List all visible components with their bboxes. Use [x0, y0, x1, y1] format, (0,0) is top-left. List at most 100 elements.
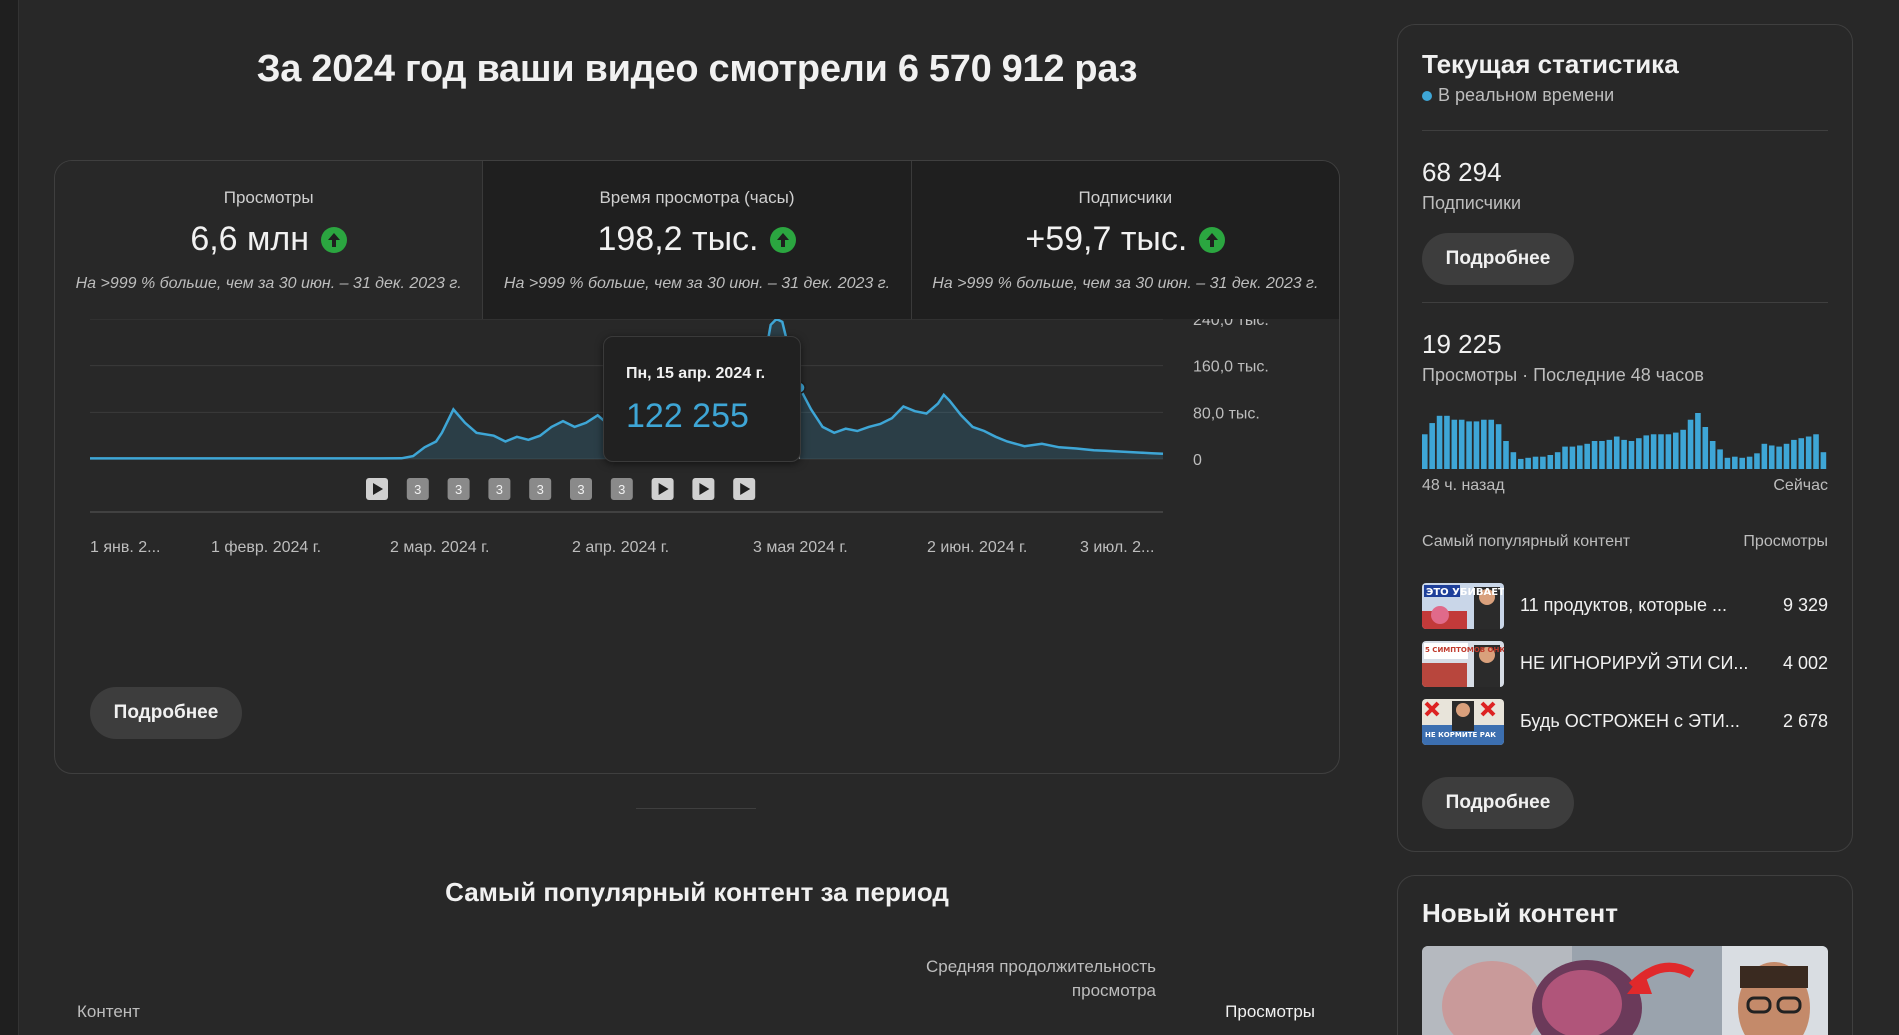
realtime-bar: [1761, 443, 1768, 469]
x-tick-label: 3 июл. 2...: [1080, 539, 1154, 556]
video-marker-count[interactable]: 3: [570, 478, 592, 500]
views-48h-count: 19 225: [1422, 329, 1502, 359]
video-marker-count[interactable]: 3: [406, 478, 429, 500]
section-divider: [636, 808, 756, 809]
video-marker-play-icon[interactable]: [692, 478, 715, 500]
video-marker-count[interactable]: 3: [529, 478, 552, 500]
subscribers-count: 68 294: [1422, 157, 1502, 187]
realtime-bar: [1724, 457, 1731, 469]
realtime-bar: [1606, 439, 1613, 469]
video-marker-play-icon[interactable]: [733, 478, 756, 500]
metric-comparison-note: На >999 % больше, чем за 30 июн. – 31 де…: [932, 275, 1319, 292]
area-fill: [90, 319, 1163, 459]
realtime-bar: [1709, 441, 1716, 469]
svg-text:3: 3: [496, 482, 503, 497]
top-content-row[interactable]: 5 СИМПТОМОВ ОНКОЛОГИИ НЕ ИГНОРИРУЙ ЭТИ С…: [1422, 641, 1828, 689]
realtime-bar: [1554, 452, 1561, 469]
video-marker-count[interactable]: 3: [610, 478, 633, 500]
new-video-thumbnail[interactable]: [1422, 946, 1828, 1035]
realtime-bar: [1650, 434, 1657, 469]
realtime-bar: [1481, 419, 1487, 469]
thumb-text: НЕ КОРМИТЕ РАК: [1425, 731, 1496, 739]
realtime-bar: [1732, 456, 1738, 469]
new-content-title: Новый контент: [1422, 898, 1618, 928]
column-header-avg-duration[interactable]: Средняя продолжительность просмотра: [925, 957, 1156, 1000]
video-marker-count[interactable]: 3: [488, 478, 511, 500]
realtime-bar: [1569, 446, 1576, 469]
realtime-bar: [1776, 446, 1782, 469]
tab-views[interactable]: Просмотры 6,6 млн На >999 % больше, чем …: [55, 161, 484, 319]
realtime-bar: [1562, 446, 1568, 469]
realtime-bar: [1813, 434, 1819, 469]
video-views: 9 329: [1782, 595, 1828, 615]
divider: [1422, 302, 1828, 303]
realtime-bar: [1717, 449, 1723, 469]
top-content-row[interactable]: НЕ КОРМИТЕ РАК Будь ОСТРОЖЕН с ЭТИ... 2 …: [1422, 699, 1828, 747]
realtime-bar: [1754, 453, 1760, 469]
realtime-bar: [1768, 445, 1775, 469]
realtime-bar: [1665, 434, 1672, 469]
realtime-bar: [1687, 419, 1694, 469]
realtime-bar: [1532, 456, 1539, 469]
video-marker-play-icon[interactable]: [651, 478, 674, 500]
x-tick-label: 1 янв. 2...: [90, 539, 160, 556]
realtime-bar: [1783, 443, 1790, 469]
realtime-bar-chart[interactable]: [1422, 413, 1828, 469]
column-header-content[interactable]: Контент: [77, 1002, 140, 1021]
video-thumbnail[interactable]: ЭТО УБИВАЕТ РАК: [1422, 583, 1504, 629]
subscribers-label: Подписчики: [1422, 193, 1522, 213]
metric-label: Подписчики: [1078, 188, 1173, 207]
tooltip-value: 122 255: [626, 397, 749, 435]
video-thumbnail[interactable]: НЕ КОРМИТЕ РАК: [1422, 699, 1504, 745]
realtime-bar: [1739, 457, 1745, 469]
realtime-bar: [1746, 456, 1753, 469]
realtime-bar: [1805, 436, 1812, 469]
overview-more-button[interactable]: Подробнее: [90, 687, 242, 739]
arrow-up-icon: [1199, 226, 1226, 253]
svg-text:3: 3: [414, 482, 421, 497]
chart-tooltip: Пн, 15 апр. 2024 г. 122 255: [603, 336, 801, 462]
arrow-up-icon: [770, 226, 797, 253]
realtime-subscribers-more-button[interactable]: Подробнее: [1422, 233, 1574, 285]
y-tick-label: 0: [1193, 452, 1202, 469]
realtime-title: Текущая статистика: [1422, 49, 1679, 79]
top-content-row[interactable]: ЭТО УБИВАЕТ РАК 11 продуктов, которые ..…: [1422, 583, 1828, 631]
thumb-text: ЭТО УБИВАЕТ РАК: [1426, 587, 1504, 598]
video-thumbnail[interactable]: 5 СИМПТОМОВ ОНКОЛОГИИ: [1422, 641, 1504, 687]
video-title[interactable]: 11 продуктов, которые ...: [1520, 595, 1727, 615]
tab-subscribers[interactable]: Подписчики +59,7 тыс. На >999 % больше, …: [911, 161, 1339, 319]
realtime-bar: [1488, 419, 1495, 469]
realtime-top-content-more-button[interactable]: Подробнее: [1422, 777, 1574, 829]
x-tick-label: 2 июн. 2024 г.: [927, 539, 1027, 556]
video-title[interactable]: НЕ ИГНОРИРУЙ ЭТИ СИ...: [1520, 653, 1749, 673]
tab-watch-time[interactable]: Время просмотра (часы) 198,2 тыс. На >99…: [483, 161, 912, 319]
arrow-up-icon: [321, 226, 348, 253]
metric-comparison-note: На >999 % больше, чем за 30 июн. – 31 де…: [503, 275, 891, 292]
svg-text:3: 3: [618, 482, 625, 497]
x-tick-label: 2 апр. 2024 г.: [572, 539, 669, 556]
column-header-views[interactable]: Просмотры: [1225, 1002, 1315, 1021]
realtime-bar: [1680, 429, 1686, 469]
views-area-chart[interactable]: 240,0 тыс. 160,0 тыс. 80,0 тыс. 0 3 3 3 3 3 3 1 ян…: [55, 319, 1339, 649]
svg-text:3: 3: [577, 482, 584, 497]
y-tick-label: 240,0 тыс.: [1193, 319, 1269, 329]
realtime-bar: [1422, 434, 1428, 469]
svg-text:3: 3: [455, 482, 462, 497]
realtime-bar: [1503, 441, 1509, 469]
realtime-bar: [1599, 441, 1605, 469]
realtime-bar: [1436, 415, 1443, 469]
video-marker-play-icon[interactable]: [366, 478, 388, 500]
realtime-bar: [1628, 441, 1635, 469]
video-marker-count[interactable]: 3: [447, 478, 470, 500]
realtime-bar: [1658, 434, 1664, 469]
thumb-text: 5 СИМПТОМОВ ОНКОЛОГИИ: [1425, 646, 1504, 654]
realtime-bar: [1820, 452, 1827, 469]
realtime-bar: [1473, 421, 1480, 469]
live-dot-icon: [1422, 90, 1432, 101]
video-title[interactable]: Будь ОСТРОЖЕН с ЭТИ...: [1520, 711, 1740, 731]
metric-label: Время просмотра (часы): [599, 188, 795, 207]
realtime-bar: [1444, 415, 1450, 469]
metric-value: 198,2 тыс.: [597, 220, 759, 258]
top-content-header: Самый популярный контент: [1422, 533, 1631, 550]
realtime-bar: [1577, 445, 1583, 469]
